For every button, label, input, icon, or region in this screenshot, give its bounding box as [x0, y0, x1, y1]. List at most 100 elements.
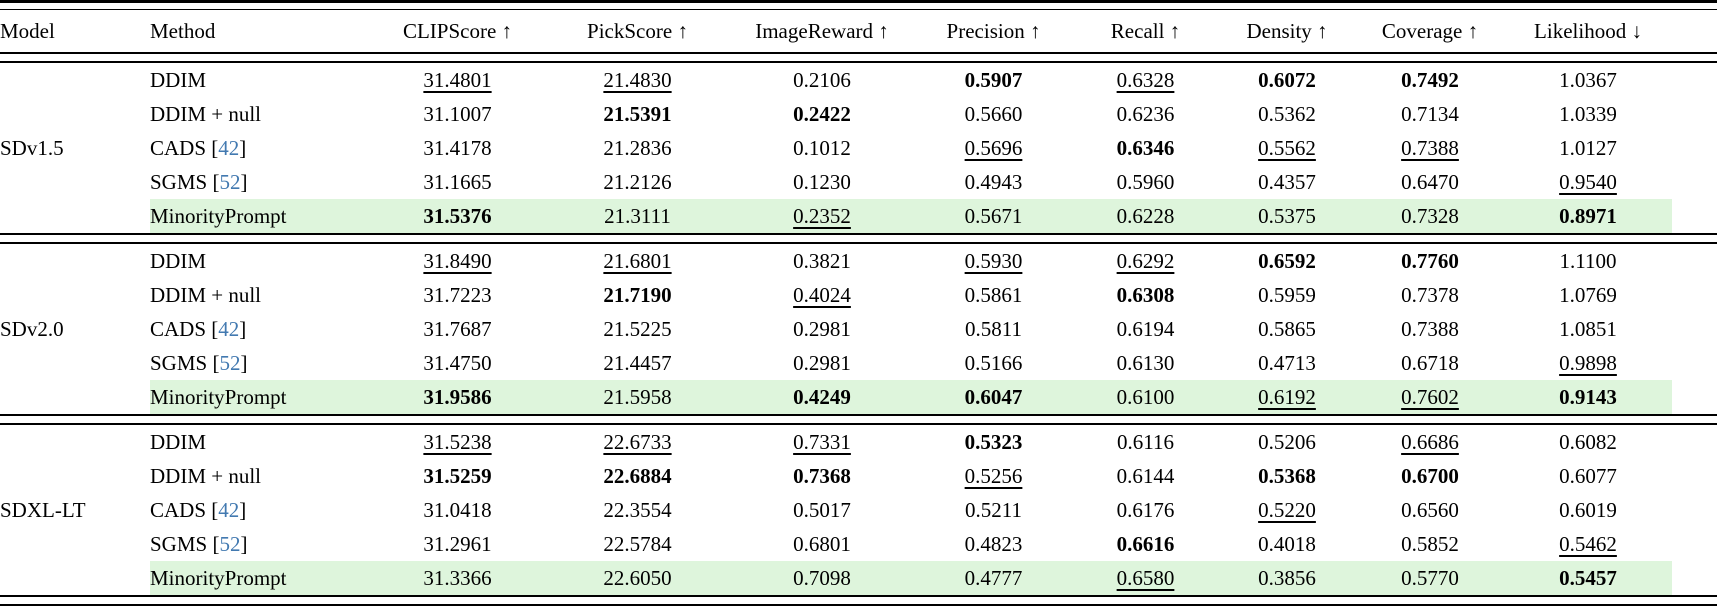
cell-recall: 0.6236 — [1073, 97, 1218, 131]
cell-clipscore: 31.3366 — [370, 561, 545, 595]
metric-value: 0.2981 — [793, 350, 851, 375]
metric-value: 0.6082 — [1559, 429, 1617, 454]
cell-coverage: 0.7388 — [1356, 131, 1504, 165]
cell-imagereward: 0.7098 — [730, 561, 914, 595]
cell-pickscore: 21.2126 — [545, 165, 730, 199]
header-bottom-rule-cell — [0, 52, 1717, 63]
cell-coverage: 0.6560 — [1356, 493, 1504, 527]
cell-imagereward: 0.2981 — [730, 312, 914, 346]
metric-value: 21.7190 — [603, 282, 672, 307]
citation-link-42[interactable]: 42 — [218, 497, 240, 522]
method-label: DDIM — [150, 429, 206, 454]
row-spacer — [1672, 380, 1717, 414]
cell-imagereward: 0.7331 — [730, 425, 914, 459]
cell-recall: 0.6130 — [1073, 346, 1218, 380]
table-row-sdv2-0-ddim: SDv2.0 DDIM 31.8490 21.6801 0.3821 0.5930 0.62… — [0, 244, 1717, 414]
cell-recall: 0.6116 — [1073, 425, 1218, 459]
row-spacer — [1672, 312, 1717, 346]
cell-likelihood: 0.9143 — [1504, 380, 1672, 414]
metric-value: 21.4457 — [603, 350, 672, 375]
metric-value: 0.5220 — [1258, 497, 1316, 522]
metric-value: 22.6884 — [603, 463, 672, 488]
cell-density: 0.4713 — [1218, 346, 1356, 380]
method-label: SGMS [52] — [150, 350, 248, 375]
header-spacer — [1672, 10, 1717, 52]
citation-link-52[interactable]: 52 — [219, 531, 241, 556]
cell-imagereward: 0.2422 — [730, 97, 914, 131]
model-label-sdv2-0: SDv2.0 — [0, 244, 150, 414]
table-bottom-rule — [0, 595, 1717, 606]
metric-value: 0.4357 — [1258, 169, 1316, 194]
metric-value: 0.5206 — [1258, 429, 1316, 454]
method-label: DDIM + null — [150, 282, 262, 307]
method-label: CADS [42] — [150, 316, 247, 341]
metric-value: 31.9586 — [423, 384, 492, 409]
column-header-coverage: Coverage ↑ — [1381, 18, 1479, 43]
cell-imagereward: 0.5017 — [730, 493, 914, 527]
cell-recall: 0.5960 — [1073, 165, 1218, 199]
metric-value: 0.5457 — [1559, 565, 1617, 590]
cell-precision: 0.5930 — [914, 244, 1073, 278]
metric-value: 0.6308 — [1116, 282, 1175, 307]
row-spacer — [1672, 165, 1717, 199]
cell-likelihood: 1.1100 — [1504, 244, 1672, 278]
cell-pickscore: 21.7190 — [545, 278, 730, 312]
cell-precision: 0.5323 — [914, 425, 1073, 459]
metric-value: 0.5462 — [1559, 531, 1617, 556]
cell-density: 0.5368 — [1218, 459, 1356, 493]
cell-likelihood: 1.0851 — [1504, 312, 1672, 346]
metric-value: 0.7492 — [1401, 67, 1459, 92]
citation-link-42[interactable]: 42 — [218, 135, 240, 160]
metric-value: 31.4178 — [423, 135, 492, 160]
cell-recall: 0.6100 — [1073, 380, 1218, 414]
cell-coverage: 0.7134 — [1356, 97, 1504, 131]
metric-value: 0.6019 — [1559, 497, 1617, 522]
metric-value: 31.2961 — [423, 531, 492, 556]
cell-coverage: 0.7378 — [1356, 278, 1504, 312]
metric-value: 0.6470 — [1401, 169, 1459, 194]
metric-value: 1.0339 — [1559, 101, 1617, 126]
metric-value: 0.5211 — [965, 497, 1022, 522]
cell-clipscore: 31.1665 — [370, 165, 545, 199]
cell-recall: 0.6328 — [1073, 63, 1218, 97]
row-spacer — [1672, 199, 1717, 233]
metric-value: 0.8971 — [1559, 203, 1617, 228]
cell-recall: 0.6308 — [1073, 278, 1218, 312]
cell-pickscore: 21.4830 — [545, 63, 730, 97]
cell-density: 0.3856 — [1218, 561, 1356, 595]
metric-value: 0.6228 — [1116, 203, 1175, 228]
method-label: MinorityPrompt — [150, 380, 370, 414]
cell-clipscore: 31.7223 — [370, 278, 545, 312]
column-header-imagereward: ImageReward ↑ — [755, 18, 889, 43]
metric-value: 0.7602 — [1401, 384, 1459, 409]
cell-precision: 0.5861 — [914, 278, 1073, 312]
metric-value: 0.6100 — [1116, 384, 1175, 409]
cell-pickscore: 21.6801 — [545, 244, 730, 278]
row-spacer — [1672, 131, 1717, 165]
cell-likelihood: 0.5462 — [1504, 527, 1672, 561]
row-spacer — [1672, 63, 1717, 97]
metric-value: 0.4024 — [793, 282, 851, 307]
metric-value: 0.7388 — [1401, 135, 1459, 160]
citation-link-52[interactable]: 52 — [219, 169, 241, 194]
cell-precision: 0.4823 — [914, 527, 1073, 561]
metric-value: 0.9898 — [1559, 350, 1617, 375]
metric-value: 0.2981 — [793, 316, 851, 341]
metric-value: 0.5660 — [964, 101, 1023, 126]
model-label-sdv1-5: SDv1.5 — [0, 63, 150, 233]
table-top-rule-cell — [0, 0, 1717, 10]
metric-value: 0.1230 — [793, 169, 851, 194]
table-row-sdxl-lt-minorityprompt: MinorityPrompt 31.3366 22.6050 0.7098 0.4777… — [0, 561, 1717, 595]
citation-link-52[interactable]: 52 — [219, 350, 241, 375]
cell-density: 0.6192 — [1218, 380, 1356, 414]
cell-coverage: 0.7328 — [1356, 199, 1504, 233]
metric-value: 0.7368 — [793, 463, 851, 488]
cell-pickscore: 22.6884 — [545, 459, 730, 493]
cell-pickscore: 21.5958 — [545, 380, 730, 414]
cell-clipscore: 31.4750 — [370, 346, 545, 380]
metric-value: 21.2126 — [603, 169, 672, 194]
citation-link-42[interactable]: 42 — [218, 316, 240, 341]
table-row-sdv1-5-minorityprompt: MinorityPrompt 31.5376 21.3111 0.2352 0.5671… — [0, 199, 1717, 233]
cell-pickscore: 22.3554 — [545, 493, 730, 527]
